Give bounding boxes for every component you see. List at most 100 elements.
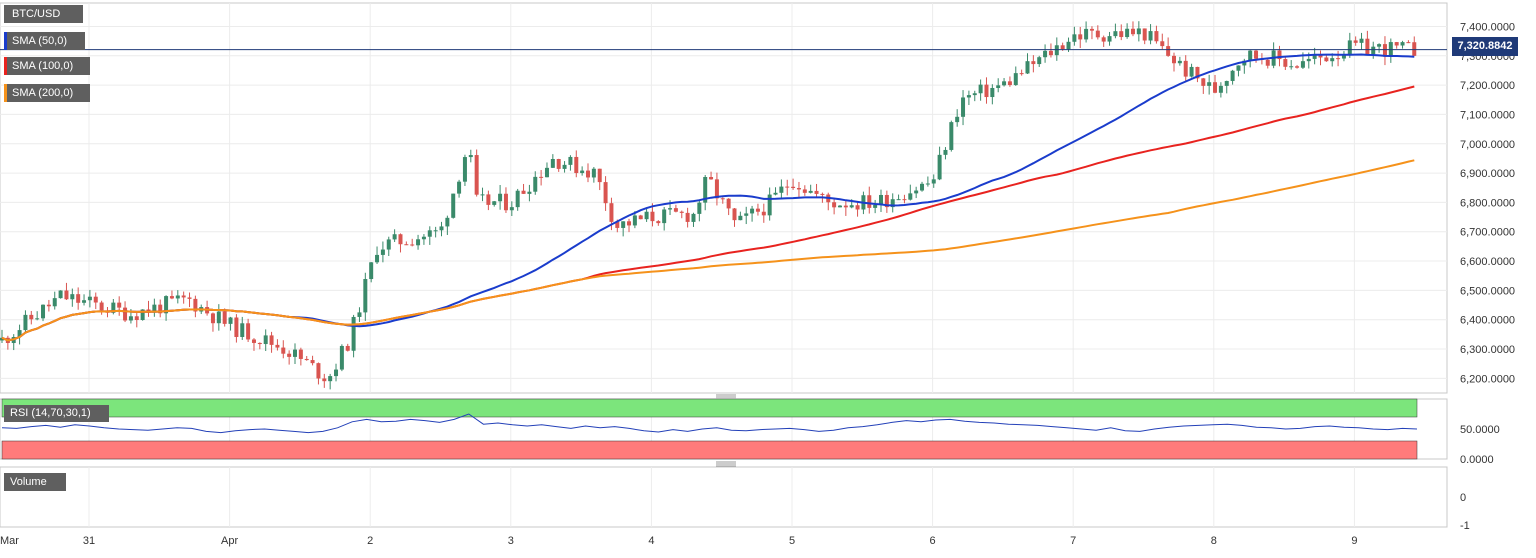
sma50-label: SMA (50,0) — [12, 35, 68, 47]
candle-body — [468, 155, 473, 158]
candle-body — [492, 201, 497, 205]
candle-body — [539, 176, 544, 178]
candle-body — [46, 304, 51, 307]
candle-body — [1300, 61, 1305, 68]
time-tick-label: 3 — [508, 535, 514, 547]
candle-body — [1025, 61, 1030, 74]
candle-body — [1089, 28, 1094, 31]
candle-body — [1177, 60, 1182, 64]
candle-body — [843, 205, 848, 208]
candle-body — [64, 290, 69, 300]
candle-body — [439, 226, 444, 231]
rsi-legend[interactable]: RSI (14,70,30,1) — [4, 405, 109, 422]
rsi-overbought-zone — [1, 398, 1418, 418]
candle-body — [421, 236, 426, 240]
candle-body — [1382, 44, 1387, 57]
candle-body — [1060, 45, 1065, 50]
candle-body — [52, 298, 57, 307]
candle-body — [117, 302, 122, 308]
candle-body — [521, 190, 526, 194]
candle-body — [328, 376, 333, 382]
candle-body — [1189, 66, 1194, 77]
sma200-legend[interactable]: SMA (200,0) — [4, 84, 90, 102]
volume-tick-label: -1 — [1460, 520, 1470, 532]
rsi-oversold-zone — [1, 440, 1418, 460]
candle-body — [644, 211, 649, 220]
candle-body — [93, 296, 98, 303]
candle-body — [164, 296, 169, 314]
candle-body — [1072, 34, 1077, 42]
candle-body — [1336, 58, 1341, 60]
candle-body — [23, 314, 28, 331]
candle-body — [0, 337, 4, 341]
candle-body — [17, 330, 22, 338]
volume-tick-label: 0 — [1460, 492, 1466, 504]
candle-body — [791, 186, 796, 189]
candle-body — [1130, 28, 1135, 35]
candle-body — [568, 156, 573, 165]
candle-body — [662, 209, 667, 224]
candle-body — [41, 304, 46, 319]
candle-body — [720, 198, 725, 200]
time-tick-label: Mar — [0, 535, 19, 547]
candle-body — [474, 155, 479, 195]
candle-body — [1236, 65, 1241, 71]
sma200-swatch — [4, 84, 7, 102]
candle-body — [703, 177, 708, 203]
candle-body — [1277, 50, 1282, 60]
candle-body — [1142, 28, 1147, 41]
candle-body — [691, 213, 696, 222]
candle-body — [363, 279, 368, 313]
time-tick-label: 7 — [1070, 535, 1076, 547]
candle-body — [732, 208, 737, 221]
candle-body — [591, 168, 596, 178]
candle-body — [1400, 42, 1405, 46]
last-price-tag: 7,320.8842 — [1452, 37, 1518, 56]
candle-body — [627, 221, 632, 226]
sma50-legend[interactable]: SMA (50,0) — [4, 32, 85, 50]
sma100-legend[interactable]: SMA (100,0) — [4, 57, 90, 75]
candle-body — [990, 87, 995, 98]
candle-body — [1013, 73, 1018, 86]
candle-body — [128, 316, 133, 321]
candle-body — [920, 183, 925, 191]
candle-body — [1078, 34, 1083, 40]
price-tick-label: 6,200.0000 — [1460, 373, 1515, 385]
symbol-swatch — [4, 5, 7, 23]
candle-body — [1160, 41, 1165, 47]
candle-body — [562, 164, 567, 169]
candle-body — [398, 234, 403, 245]
candle-body — [937, 154, 942, 180]
candle-body — [1312, 54, 1317, 59]
sma100-swatch — [4, 57, 7, 75]
candle-body — [1195, 66, 1200, 79]
candle-body — [586, 170, 590, 178]
candle-body — [1230, 70, 1235, 81]
candle-body — [123, 307, 128, 321]
candle-body — [873, 204, 878, 208]
candle-body — [316, 363, 321, 379]
rsi-tick-label: 0.0000 — [1460, 454, 1494, 466]
candle-body — [1101, 37, 1106, 42]
volume-legend[interactable]: Volume — [4, 473, 66, 491]
candle-body — [978, 84, 983, 94]
candle-body — [650, 211, 655, 222]
time-tick-label: 2 — [367, 535, 373, 547]
candle-body — [1248, 50, 1253, 61]
candle-body — [193, 298, 198, 312]
candle-body — [1224, 80, 1229, 86]
candle-body — [1289, 66, 1294, 68]
candle-body — [293, 349, 297, 357]
candle-body — [1318, 54, 1323, 58]
candle-body — [246, 323, 251, 340]
candle-body — [884, 194, 889, 208]
candle-body — [29, 314, 34, 320]
candle-body — [1283, 59, 1288, 67]
candle-body — [1048, 50, 1053, 56]
candle-body — [1371, 46, 1376, 55]
candle-body — [1254, 50, 1259, 59]
symbol-legend[interactable]: BTC/USD — [4, 5, 83, 23]
candle-body — [1183, 60, 1188, 77]
